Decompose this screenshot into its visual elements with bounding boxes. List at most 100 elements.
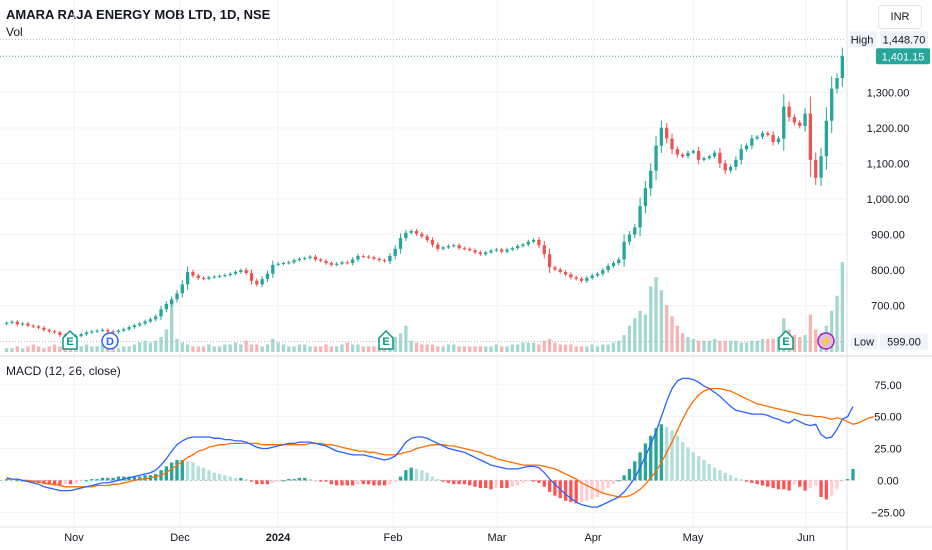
event-marker[interactable] [101,332,119,350]
volume-bar [574,346,578,352]
event-marker[interactable] [778,329,794,350]
candle-body [436,244,440,249]
volume-bar [329,346,334,352]
volume-bar [335,346,339,352]
candle-body [233,271,238,274]
event-marker[interactable] [62,329,78,350]
candle-body [510,248,514,250]
candle-body [15,321,19,325]
currency-selector-button[interactable]: INR [878,5,922,29]
volume-bar [633,318,637,352]
candle-body [398,238,403,249]
macd-indicator-label[interactable]: MACD (12, 26, close) [6,364,121,378]
macd-histogram-bar [606,480,610,489]
macd-histogram-bar [313,480,318,482]
volume-indicator-label[interactable]: Vol [6,25,23,39]
volume-bar [319,346,323,352]
candle-body [116,330,121,333]
candle-body [260,279,264,285]
time-axis-label: Apr [584,532,601,544]
volume-bar [473,346,477,352]
volume-bar [553,342,557,352]
macd-histogram-bar [223,475,227,481]
candle-body [244,270,248,274]
volume-bar [287,346,291,352]
macd-histogram-bar [654,428,658,481]
candle-body [308,256,312,259]
macd-histogram-bar [670,430,674,481]
macd-histogram-bar [515,480,520,486]
macd-histogram-bar [537,480,541,483]
candle-body [515,245,520,249]
volume-bar [127,346,131,352]
volume-bar [558,344,562,352]
macd-histogram-bar [420,470,424,481]
candle-body [201,277,206,279]
candle-body [574,277,578,279]
volume-bar [303,344,307,352]
volume-bar [617,340,621,352]
event-marker[interactable] [817,332,835,350]
candle-body [627,234,632,242]
volume-bar [249,344,254,352]
candle-body [276,263,280,265]
event-marker[interactable] [378,329,394,350]
macd-histogram-bar [835,480,839,490]
volume-bar [595,346,600,352]
macd-histogram-bar [798,480,802,487]
macd-histogram-bar [297,477,302,481]
volume-bar [180,342,184,352]
macd-histogram-bar [425,472,429,481]
macd-histogram-bar [755,480,759,485]
candle-body [611,263,616,266]
candle-body [340,262,344,264]
volume-bar [505,346,509,352]
candle-body [835,78,839,89]
candle-body [414,231,419,234]
candle-body [52,331,57,333]
volume-bar [350,344,355,352]
volume-bar [207,344,211,352]
macd-histogram-bar [377,480,381,486]
candle-body [303,258,307,260]
volume-bar [611,342,616,352]
macd-histogram-bar [500,480,504,489]
candle-body [159,309,163,317]
macd-line [6,377,854,508]
price-axis-tick-label: 1,000.00 [867,194,910,206]
macd-histogram-bar [361,480,365,485]
macd-histogram-bar [462,480,467,485]
macd-histogram-bar [436,479,440,481]
candle-body [569,274,573,278]
candle-body [106,329,110,332]
macd-histogram-bar [409,467,413,481]
last-price-value: 1,401.15 [882,51,925,63]
macd-histogram-bar [824,480,829,500]
macd-histogram-bar [569,480,573,503]
candle-body [393,248,397,256]
volume-bar [79,346,83,352]
candle-body [558,269,562,272]
volume-bar [68,348,73,352]
volume-bar [691,338,695,352]
volume-bar [579,346,584,352]
candle-body [691,150,695,153]
macd-histogram-bar [776,480,781,490]
candle-body [563,271,568,275]
time-axis-label: Mar [488,532,507,544]
macd-histogram-bar [52,480,57,486]
volume-bar [457,346,461,352]
volume-bar [148,342,153,352]
macd-histogram-bar [611,480,616,485]
volume-bar [649,286,653,352]
candle-body [356,255,360,260]
volume-bar [521,342,525,352]
volume-bar [526,342,530,352]
macd-histogram-bar [170,462,174,481]
chart-title: AMARA RAJA ENERGY MOB LTD, 1D, NSE [6,7,271,22]
time-axis-label: Feb [384,532,403,544]
candle-body [638,206,642,228]
macd-histogram-bar [228,476,232,481]
volume-bar [792,335,797,352]
